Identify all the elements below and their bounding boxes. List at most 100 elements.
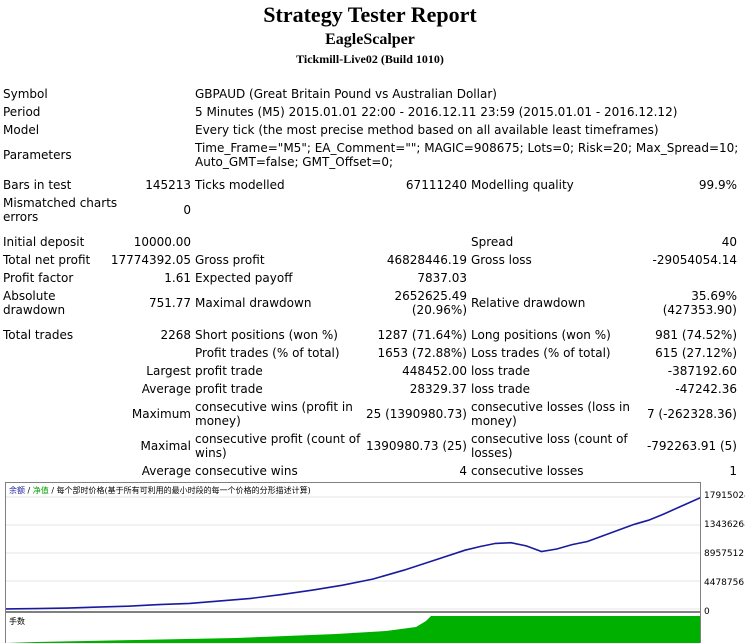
expected-payoff-label: Expected payoff xyxy=(195,271,293,285)
y-tick-label: 4478756 xyxy=(704,578,745,588)
model-label: Model xyxy=(3,123,40,137)
gross-profit-label: Gross profit xyxy=(195,253,265,267)
consecutive-loss-label-1: consecutive loss (count of xyxy=(471,432,628,446)
legend-equity: 净值 xyxy=(32,486,49,495)
balance-point xyxy=(219,600,221,602)
balance-point xyxy=(403,569,405,571)
consecutive-profit-label-2: wins) xyxy=(195,446,227,460)
profit-trades-label: Profit trades (% of total) xyxy=(195,346,340,360)
consecutive-losses-label-2: money) xyxy=(471,414,517,428)
loss-trades-label: Loss trades (% of total) xyxy=(471,346,611,360)
consecutive-profit-value: 1390980.73 (25) xyxy=(366,439,467,453)
short-positions-label: Short positions (won %) xyxy=(195,328,338,342)
maximal-drawdown-percent: (20.96%) xyxy=(411,303,467,317)
largest-loss-label: loss trade xyxy=(471,364,530,378)
average-loss-value: -47242.36 xyxy=(675,382,737,396)
average-loss-label: loss trade xyxy=(471,382,530,396)
balance-point xyxy=(372,578,374,580)
period-value: 5 Minutes (M5) 2015.01.01 22:00 - 2016.1… xyxy=(195,105,678,119)
symbol-label: Symbol xyxy=(3,87,48,101)
average-label: Average xyxy=(141,382,191,396)
gross-profit-value: 46828446.19 xyxy=(386,253,467,267)
balance-point xyxy=(311,589,313,591)
report-title: Strategy Tester Report xyxy=(263,2,477,27)
balance-point xyxy=(571,544,573,546)
ticks-value: 67111240 xyxy=(405,178,467,192)
balance-point xyxy=(250,597,252,599)
spread-value: 40 xyxy=(721,235,737,249)
y-tick-label: 0 xyxy=(704,607,710,617)
average-consecutive-wins-label: consecutive wins xyxy=(195,464,298,478)
model-value: Every tick (the most precise method base… xyxy=(195,123,659,137)
expert-name: EagleScalper xyxy=(325,31,415,48)
balance-point xyxy=(35,608,38,610)
balance-point xyxy=(647,519,650,521)
balance-point xyxy=(66,607,68,609)
consecutive-losses-label-1: consecutive losses (loss in xyxy=(471,400,630,414)
total-trades-value: 2268 xyxy=(160,328,191,342)
symbol-value: GBPAUD (Great Britain Pound vs Australia… xyxy=(195,87,497,101)
quality-value: 99.9% xyxy=(698,178,737,192)
spread-label: Spread xyxy=(471,235,514,249)
legend-description: / 每个部时价格(基于所有可利用的最小时段的每一个价格的分形描述计算) xyxy=(48,486,311,495)
gross-loss-value: -29054054.14 xyxy=(652,253,738,267)
maximal-label: Maximal xyxy=(140,439,191,453)
balance-point xyxy=(97,606,99,608)
balance-point xyxy=(494,542,497,544)
consecutive-loss-value: -792263.91 (5) xyxy=(646,439,737,453)
lots-label: 手数 xyxy=(9,617,25,626)
y-tick-label: 17915024 xyxy=(704,491,745,501)
gross-loss-label: Gross loss xyxy=(471,253,532,267)
chart-legend: 余额 / 净值 / 每个部时价格(基于所有可利用的最小时段的每一个价格的分形描述… xyxy=(9,485,311,496)
absolute-drawdown-label-2: drawdown xyxy=(3,303,66,317)
mismatched-label-1: Mismatched charts xyxy=(3,196,118,210)
balance-point xyxy=(188,602,191,604)
average-profit-value: 28329.37 xyxy=(409,382,467,396)
long-positions-value: 981 (74.52%) xyxy=(655,328,737,342)
balance-point xyxy=(464,549,466,551)
relative-drawdown-value: 35.69% xyxy=(691,289,737,303)
relative-drawdown-amount: (427353.90) xyxy=(662,303,737,317)
balance-point xyxy=(127,605,129,607)
balance-point xyxy=(510,542,512,544)
balance-point xyxy=(525,545,527,547)
ticks-label: Ticks modelled xyxy=(195,178,285,192)
balance-point xyxy=(280,594,282,596)
largest-profit-label: profit trade xyxy=(195,364,263,378)
expected-payoff-value: 7837.03 xyxy=(417,271,467,285)
bars-value: 145213 xyxy=(145,178,191,192)
largest-loss-value: -387192.60 xyxy=(667,364,737,378)
mismatched-label-2: errors xyxy=(3,210,39,224)
quality-label: Modelling quality xyxy=(471,178,574,192)
balance-plot xyxy=(6,496,700,610)
profit-factor-label: Profit factor xyxy=(3,271,74,285)
period-label: Period xyxy=(3,105,41,119)
legend-balance: 余额 xyxy=(9,486,25,495)
consecutive-loss-label-2: losses) xyxy=(471,446,513,460)
largest-profit-value: 448452.00 xyxy=(402,364,467,378)
consecutive-wins-label-1: consecutive wins (profit in xyxy=(195,400,353,414)
balance-point xyxy=(158,604,160,606)
legend-separator: / xyxy=(25,486,33,495)
profit-trades-value: 1653 (72.88%) xyxy=(377,346,467,360)
net-profit-value: 17774392.05 xyxy=(110,253,191,267)
consecutive-wins-label-2: money) xyxy=(195,414,241,428)
average-consecutive-wins-value: 4 xyxy=(459,464,467,478)
balance-point xyxy=(617,529,619,531)
bars-label: Bars in test xyxy=(3,178,72,192)
consecutive-wins-value: 25 (1390980.73) xyxy=(366,407,467,421)
balance-point xyxy=(556,548,558,550)
mismatched-value: 0 xyxy=(183,203,191,217)
long-positions-label: Long positions (won %) xyxy=(471,328,611,342)
profit-factor-value: 1.61 xyxy=(164,271,191,285)
balance-chart: 余额 / 净值 / 每个部时价格(基于所有可利用的最小时段的每一个价格的分形描述… xyxy=(5,482,701,612)
balance-point xyxy=(6,608,7,610)
balance-point xyxy=(663,513,665,515)
balance-point xyxy=(632,524,634,526)
balance-point xyxy=(602,535,604,537)
average-consecutive-losses-value: 1 xyxy=(729,464,737,478)
parameters-value-line2: Auto_GMT=false; GMT_Offset=0; xyxy=(195,155,394,169)
absolute-drawdown-value: 751.77 xyxy=(149,296,191,310)
parameters-value-line1: Time_Frame="M5"; EA_Comment=""; MAGIC=90… xyxy=(195,141,739,155)
